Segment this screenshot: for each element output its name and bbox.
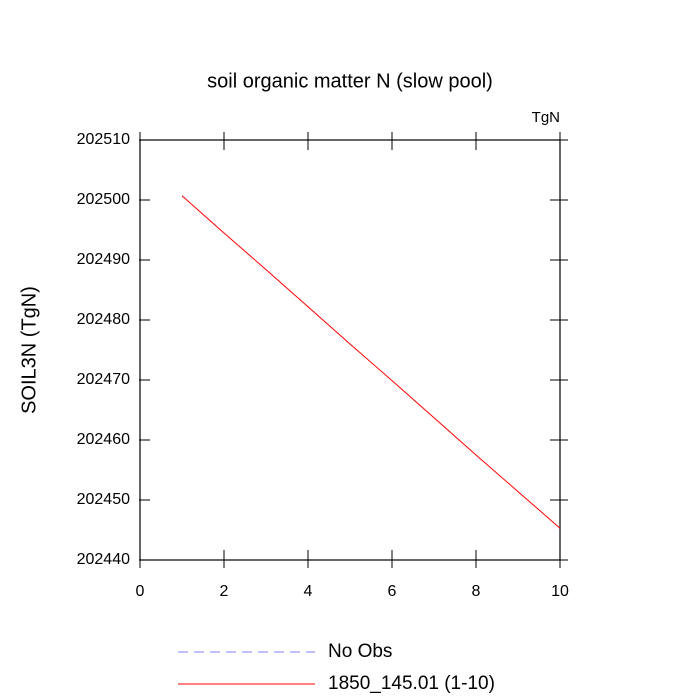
x-tick-label: 10 — [551, 583, 569, 600]
units-annotation: TgN — [532, 109, 560, 126]
y-tick-label: 202500 — [77, 191, 130, 208]
y-tick-label: 202450 — [77, 491, 130, 508]
y-tick-label: 202480 — [77, 311, 130, 328]
y-tick-label: 202460 — [77, 431, 130, 448]
legend-label: No Obs — [328, 641, 392, 662]
x-tick-label: 2 — [220, 583, 229, 600]
y-tick-label: 202510 — [77, 131, 130, 148]
y-axis-label: SOIL3N (TgN) — [18, 286, 40, 414]
y-tick-label: 202440 — [77, 551, 130, 568]
plot-frame — [139, 139, 561, 561]
x-tick-label: 4 — [304, 583, 313, 600]
y-tick-label: 202470 — [77, 371, 130, 388]
data-line — [181, 195, 561, 529]
x-tick-label: 8 — [472, 583, 481, 600]
y-tick-label: 202490 — [77, 251, 130, 268]
legend-label: 1850_145.01 (1-10) — [328, 673, 495, 694]
x-tick-label: 0 — [136, 583, 145, 600]
x-tick-label: 6 — [388, 583, 397, 600]
chart-title: soil organic matter N (slow pool) — [207, 70, 493, 92]
